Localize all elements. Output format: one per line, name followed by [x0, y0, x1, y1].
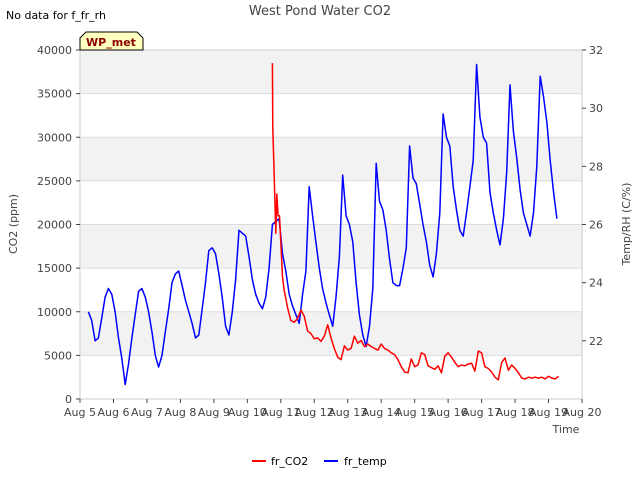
y-axis-right-label: Temp/RH (C/%)	[620, 183, 633, 267]
x-tick-label: Aug 7	[131, 406, 163, 419]
plot-band	[80, 268, 582, 312]
x-tick-label: Aug 15	[395, 406, 434, 419]
y-left-tick-label: 5000	[44, 349, 72, 362]
x-tick-label: Aug 5	[64, 406, 96, 419]
station-label-box: WP_met	[79, 31, 144, 51]
plot-band	[80, 180, 582, 225]
legend-label-fr-temp: fr_temp	[344, 455, 387, 468]
x-tick-label: Aug 8	[164, 406, 196, 419]
x-tick-label: Aug 10	[228, 406, 267, 419]
x-tick-label: Aug 18	[496, 406, 535, 419]
legend-label-fr-co2: fr_CO2	[271, 455, 308, 468]
plot-band	[80, 224, 582, 269]
x-tick-label: Aug 20	[563, 406, 602, 419]
series-line-fr-co2	[271, 63, 560, 381]
x-tick-label: Aug 11	[261, 406, 300, 419]
y-left-tick-label: 35000	[37, 88, 72, 101]
right-axis-ticks: 22 24 26 28 30 32	[582, 44, 603, 348]
chart-title: West Pond Water CO2	[249, 4, 391, 19]
x-tick-label: Aug 13	[328, 406, 367, 419]
y-right-tick-label: 26	[589, 219, 603, 232]
x-tick-label: Aug 12	[295, 406, 334, 419]
x-tick-label: Aug 19	[529, 406, 568, 419]
series-layer	[87, 63, 560, 386]
plot-bands	[80, 50, 582, 399]
y-left-tick-label: 15000	[37, 262, 72, 275]
y-left-tick-label: 25000	[37, 175, 72, 188]
station-label: WP_met	[86, 36, 136, 49]
y-right-tick-label: 30	[589, 102, 603, 115]
x-tick-label: Aug 16	[429, 406, 468, 419]
no-data-note: No data for f_fr_rh	[6, 9, 106, 22]
y-axis-left-label: CO2 (ppm)	[7, 194, 20, 254]
y-right-tick-label: 32	[589, 44, 603, 57]
plot-band	[80, 93, 582, 138]
y-right-tick-label: 28	[589, 160, 603, 173]
plot-band	[80, 50, 582, 94]
y-left-tick-label: 10000	[37, 306, 72, 319]
x-tick-label: Aug 6	[97, 406, 129, 419]
series-line-fr-temp	[87, 63, 558, 386]
y-left-tick-label: 30000	[37, 131, 72, 144]
y-left-tick-label: 40000	[37, 44, 72, 57]
x-axis-label: Time	[552, 423, 580, 436]
y-right-tick-label: 24	[589, 277, 603, 290]
x-tick-label: Aug 14	[362, 406, 401, 419]
y-right-tick-label: 22	[589, 335, 603, 348]
x-tick-label: Aug 17	[462, 406, 501, 419]
plot-band	[80, 137, 582, 181]
left-axis-ticks: 0 5000 10000 15000 20000 25000 30000 35000 40000	[37, 44, 80, 406]
y-left-tick-label: 20000	[37, 219, 72, 232]
y-left-tick-label: 0	[65, 393, 72, 406]
legend: fr_CO2 fr_temp	[252, 455, 387, 468]
x-tick-label: Aug 9	[198, 406, 230, 419]
